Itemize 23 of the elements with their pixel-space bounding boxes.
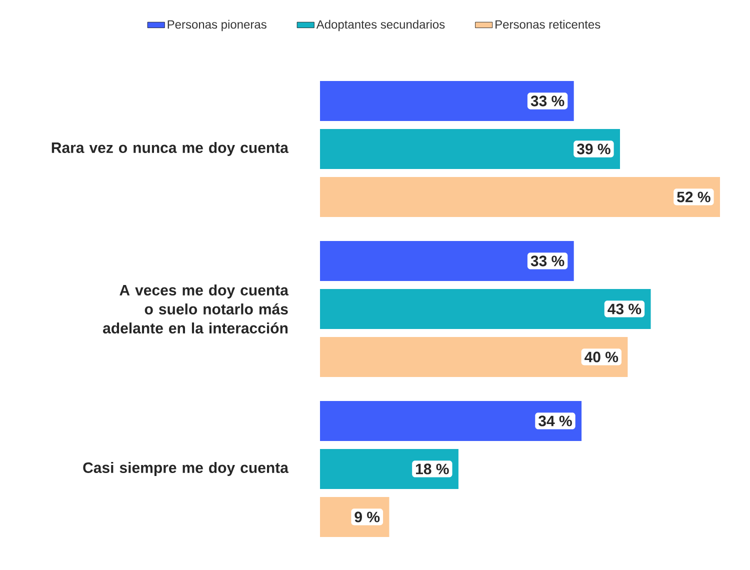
data-label: 40 % [584, 352, 618, 362]
data-label: 34 % [538, 416, 572, 426]
legend-label: Personas pioneras [168, 20, 266, 32]
legend-label: Personas reticentes [496, 20, 600, 29]
y-tick-label: Casi siempre me doy cuenta [83, 462, 289, 476]
data-label: 18 % [416, 464, 449, 474]
data-label: 33 % [530, 96, 564, 106]
bar [320, 400, 582, 441]
y-tick-label: Rara vez o nunca me doy cuenta [52, 142, 289, 156]
y-tick-label: A veces me doy cuenta o suelo notarlo más adelante en la interacción [103, 284, 289, 334]
bar [320, 80, 574, 121]
data-label: 39 % [576, 144, 610, 154]
bar [320, 240, 574, 281]
data-label: 33 % [530, 256, 564, 266]
bar [320, 288, 651, 329]
data-label: 9 % [354, 512, 380, 522]
bar [320, 336, 628, 377]
data-label: 43 % [608, 304, 642, 314]
legend-label: Adoptantes secundarios [316, 20, 445, 32]
bar [320, 176, 720, 217]
data-label: 52 % [677, 192, 710, 202]
bar [320, 128, 620, 169]
bar [320, 448, 458, 489]
